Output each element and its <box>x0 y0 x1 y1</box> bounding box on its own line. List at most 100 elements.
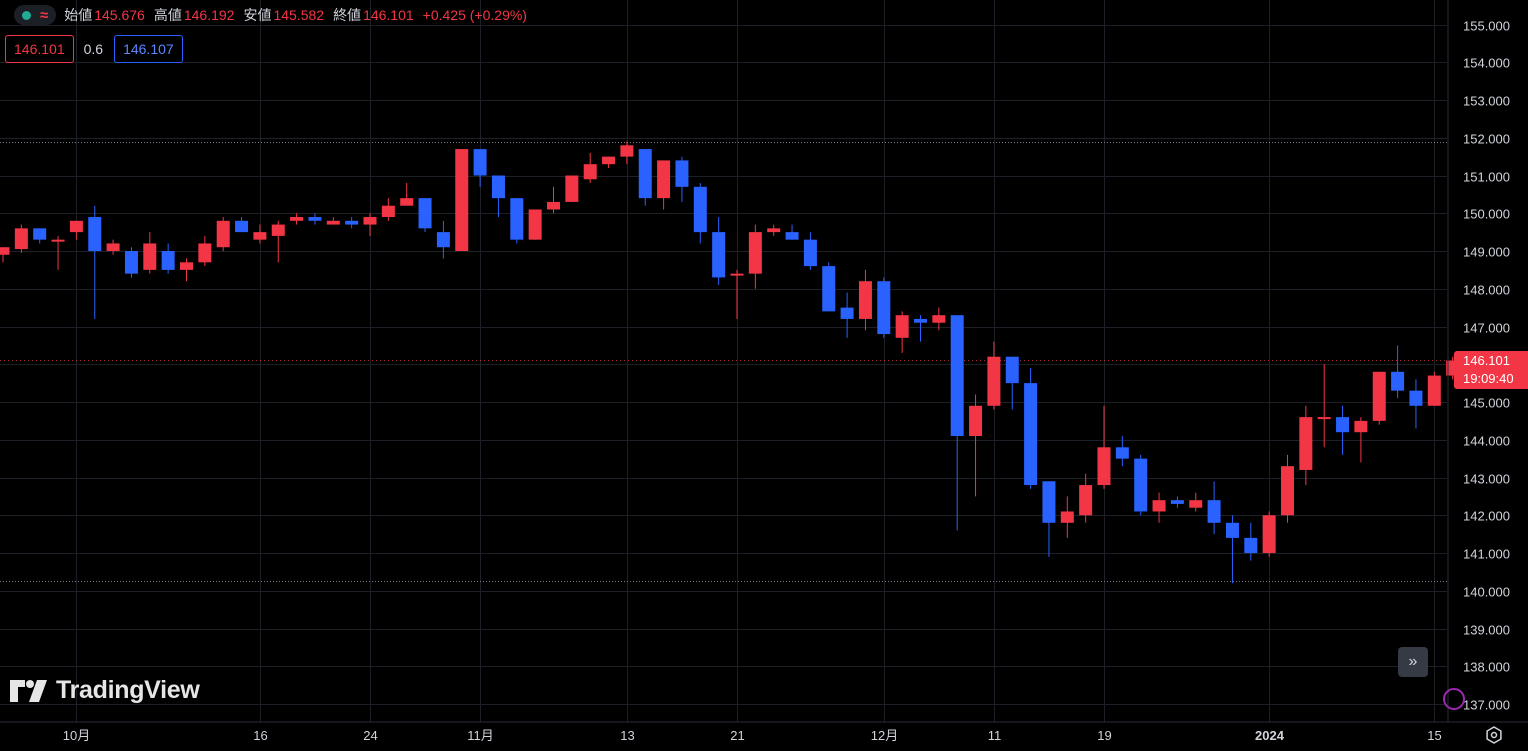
quote-buttons: 146.101 0.6 146.107 <box>5 35 183 63</box>
candle-body <box>1391 371 1405 391</box>
candle <box>858 269 872 331</box>
candle <box>547 186 560 214</box>
candle-body <box>1097 447 1111 486</box>
candle-body <box>88 217 102 251</box>
candle <box>1005 356 1019 410</box>
candle <box>161 243 175 274</box>
candle <box>235 217 249 233</box>
candle-body <box>198 243 212 263</box>
candle-body <box>877 281 891 335</box>
candle <box>1024 368 1038 489</box>
candle <box>455 149 469 251</box>
price-tick-label: 139.000 <box>1463 623 1510 638</box>
candle <box>1372 371 1386 425</box>
price-tick-label: 141.000 <box>1463 547 1510 562</box>
candle-body <box>1262 515 1276 553</box>
candle <box>1152 492 1166 523</box>
price-tick-label: 152.000 <box>1463 132 1510 147</box>
alert-indicator-icon[interactable] <box>1443 688 1465 710</box>
double-chevron-right-icon: » <box>1408 653 1418 670</box>
candle <box>180 258 193 282</box>
price-axis[interactable]: 155.000 154.000 153.000 152.000 151.000 150.0… <box>1447 0 1510 722</box>
tradingview-mark-icon <box>10 679 47 702</box>
time-tick-label: 10月 <box>63 728 90 743</box>
time-tick-label: 2024 <box>1255 728 1285 743</box>
candle-body <box>1427 375 1441 406</box>
buy-price-button[interactable]: 146.107 <box>114 35 183 63</box>
candle-body <box>547 201 560 210</box>
candle <box>822 262 836 312</box>
candle-body <box>473 149 487 176</box>
candle <box>345 217 359 229</box>
candle <box>473 149 487 187</box>
candle <box>969 394 983 497</box>
logo-text: TradingView <box>56 676 200 704</box>
close-value: 146.101 <box>363 7 414 23</box>
candle-body <box>491 175 505 199</box>
high-label: 高値 <box>153 7 182 23</box>
candle-body <box>271 224 285 236</box>
price-tick-label: 144.000 <box>1463 434 1510 449</box>
candle <box>1060 496 1074 538</box>
gear-icon <box>1486 726 1502 744</box>
candle <box>1115 435 1129 467</box>
candle-body <box>308 217 322 221</box>
candle-body <box>1189 500 1203 508</box>
candle-body <box>51 239 65 242</box>
candle-body <box>1225 522 1239 538</box>
candle-body <box>583 164 597 180</box>
price-tick-label: 151.000 <box>1463 170 1510 185</box>
candle-body <box>785 232 799 240</box>
bar-countdown: 19:09:40 <box>1463 371 1514 386</box>
wave-icon: ≈ <box>40 6 49 24</box>
candle <box>436 220 450 259</box>
candle-body <box>326 220 340 225</box>
candle-body <box>381 205 395 218</box>
open-value: 145.676 <box>94 7 145 23</box>
price-tick-label: 147.000 <box>1463 321 1510 336</box>
candle-body <box>803 239 817 267</box>
candle <box>143 232 157 274</box>
chart-settings-button[interactable] <box>1482 723 1506 747</box>
last-price-label: 146.101 19:09:40 <box>1454 351 1528 389</box>
candle-body <box>693 186 707 233</box>
candle-body <box>418 198 432 229</box>
candle <box>987 341 1001 410</box>
candle-body <box>363 217 377 225</box>
candle <box>712 217 726 285</box>
low-label: 安値 <box>243 7 272 23</box>
sell-price-button[interactable]: 146.101 <box>5 35 74 63</box>
candle-body <box>638 149 652 199</box>
candle-body <box>69 220 83 233</box>
candle-body <box>0 247 10 255</box>
candle <box>840 292 854 338</box>
candle <box>400 183 414 206</box>
candle-body <box>1134 458 1148 512</box>
time-tick-label: 19 <box>1097 728 1111 743</box>
candle-body <box>1409 390 1423 406</box>
candle-body <box>1299 417 1313 470</box>
candle <box>657 160 671 210</box>
candle <box>1281 454 1294 523</box>
market-open-dot-icon <box>22 10 31 20</box>
candle <box>491 175 505 218</box>
candle <box>767 224 781 236</box>
candles <box>0 141 1460 584</box>
candle <box>33 228 47 244</box>
tradingview-logo[interactable]: TradingView <box>10 676 200 705</box>
candle-body <box>1152 500 1166 512</box>
time-axis[interactable]: 10月 16 24 11月 13 21 12月 11 19 2024 15 <box>0 721 1528 743</box>
symbol-status-pill[interactable]: ≈ <box>14 5 57 25</box>
spread-value: 0.6 <box>83 41 104 57</box>
candle-body <box>565 175 579 202</box>
scroll-to-realtime-button[interactable]: » <box>1398 647 1428 677</box>
candle <box>198 235 212 267</box>
candle <box>418 198 432 233</box>
candle <box>326 217 340 225</box>
candle <box>730 269 744 319</box>
candle <box>675 156 689 202</box>
candle <box>290 213 304 225</box>
candle-body <box>161 251 175 270</box>
time-tick-label: 11 <box>988 728 1002 743</box>
